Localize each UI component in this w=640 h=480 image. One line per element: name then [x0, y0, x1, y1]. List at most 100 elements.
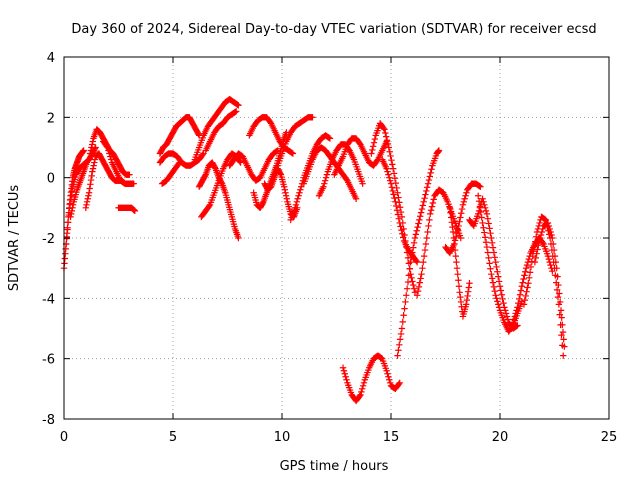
data-point-interp: [321, 177, 329, 184]
series-arc8: [156, 114, 203, 157]
data-point-interp: [283, 195, 290, 202]
series-arc33: [509, 234, 556, 326]
data-point-interp: [461, 195, 468, 202]
data-point-interp: [480, 224, 487, 231]
data-point: [280, 183, 288, 190]
series-arc7: [115, 204, 139, 215]
data-point: [456, 289, 463, 296]
data-point-interp: [485, 220, 492, 227]
data-point-interp: [397, 330, 405, 338]
data-point: [176, 159, 183, 166]
data-point-interp: [509, 323, 516, 330]
data-point-interp: [393, 202, 400, 210]
data-point-interp: [282, 192, 290, 199]
data-point-interp: [359, 385, 366, 393]
data-point: [326, 135, 334, 142]
x-tick-label: 25: [601, 430, 618, 445]
data-point-interp: [400, 312, 407, 319]
data-point-interp: [524, 284, 531, 291]
data-point-interp: [386, 174, 393, 181]
data-point-interp: [463, 296, 471, 304]
data-point-interp: [424, 228, 431, 236]
data-point: [536, 237, 543, 245]
data-point: [385, 144, 393, 151]
data-point: [383, 367, 390, 374]
data-point: [130, 180, 137, 187]
data-point-interp: [481, 204, 489, 212]
data-point-interp: [397, 223, 404, 230]
data-point-interp: [358, 388, 365, 396]
data-point-interp: [195, 131, 202, 138]
data-point-interp: [494, 268, 501, 275]
data-point-interp: [548, 231, 555, 239]
data-point-interp: [455, 283, 463, 290]
data-point: [320, 183, 327, 190]
data-point-interp: [482, 207, 490, 215]
data-point: [339, 364, 347, 371]
data-point-interp: [558, 331, 565, 339]
data-point-interp: [511, 313, 519, 320]
data-point: [89, 168, 96, 175]
data-point-interp: [495, 278, 503, 285]
data-point-interp: [130, 207, 138, 214]
data-point-interp: [478, 214, 485, 221]
data-point-interp: [370, 139, 378, 146]
data-point-interp: [475, 197, 483, 205]
data-point-interp: [69, 201, 77, 209]
data-point-interp: [429, 199, 437, 207]
data-point: [525, 280, 532, 287]
data-point-interp: [396, 204, 404, 211]
data-point-interp: [360, 379, 368, 386]
series-arc23: [331, 135, 390, 178]
data-point: [424, 180, 432, 187]
data-point-interp: [385, 373, 392, 380]
series-arc28: [413, 186, 464, 299]
data-point-interp: [420, 258, 427, 266]
data-point-interp: [371, 135, 379, 143]
data-point-interp: [297, 186, 304, 193]
data-point: [453, 258, 460, 266]
data-point-interp: [211, 164, 219, 171]
data-point-interp: [90, 162, 97, 169]
data-point-interp: [390, 170, 398, 177]
data-point: [518, 283, 525, 290]
data-point-interp: [521, 296, 529, 304]
data-point-interp: [502, 310, 510, 317]
data-point-interp: [491, 287, 498, 295]
data-point-interp: [484, 249, 491, 256]
x-tick-label: 10: [274, 430, 291, 445]
data-point-interp: [489, 279, 497, 286]
data-point-interp: [477, 208, 485, 216]
data-point-interp: [369, 146, 376, 154]
data-point-interp: [558, 314, 565, 321]
series-arc24: [339, 352, 403, 405]
data-point-interp: [536, 219, 543, 227]
data-point-interp: [427, 169, 434, 177]
data-point-interp: [531, 243, 538, 250]
data-point-interp: [550, 246, 558, 254]
data-point-interp: [389, 161, 396, 168]
data-point-interp: [236, 158, 243, 165]
data-point: [496, 283, 504, 290]
data-point-interp: [417, 275, 424, 282]
data-point-interp: [555, 281, 562, 289]
data-point-interp: [277, 170, 284, 177]
data-point-interp: [430, 196, 437, 203]
data-point-interp: [486, 225, 493, 232]
data-point-interp: [418, 205, 426, 213]
data-point: [427, 210, 434, 218]
data-point-interp: [340, 367, 348, 374]
data-point-interp: [67, 210, 75, 218]
data-point-interp: [293, 198, 301, 205]
data-point-interp: [91, 156, 99, 163]
data-point-interp: [87, 176, 95, 184]
data-point-interp: [83, 198, 91, 205]
data-point-interp: [554, 293, 562, 301]
data-point: [446, 204, 454, 212]
data-point-interp: [63, 233, 71, 240]
data-point-interp: [532, 233, 540, 240]
data-point-interp: [84, 195, 91, 202]
data-point: [396, 379, 403, 386]
data-point-interp: [476, 182, 483, 190]
data-point-interp: [386, 177, 394, 184]
